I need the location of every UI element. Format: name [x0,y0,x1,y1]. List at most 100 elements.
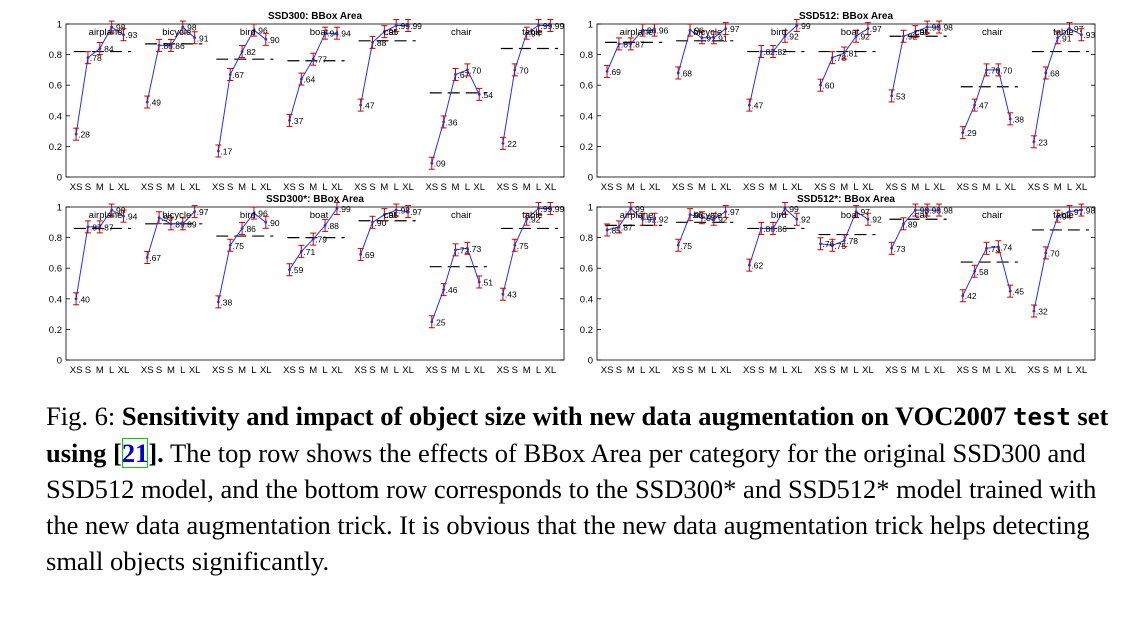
data-point [513,68,517,72]
citation-link[interactable]: 21 [121,438,149,468]
charts-figure: SSD300: BBox Area00.20.40.60.81.28.78.84… [49,11,1096,376]
x-tick-label: L [853,182,858,193]
data-point [394,24,398,27]
data-label: .86 [244,224,256,234]
data-point [724,27,728,30]
x-tick-label: L [1067,182,1072,193]
data-label: .99 [410,21,422,31]
plot-frame [65,206,565,361]
x-tick-label: XS [354,182,367,193]
x-tick-label: XL [862,182,874,193]
x-tick-label: M [1054,365,1062,376]
data-point [548,207,552,210]
data-label: .32 [1036,307,1048,317]
y-tick-label: 0.6 [580,81,593,92]
x-tick-label: M [769,182,777,193]
category-label: bird [240,27,256,38]
x-tick-label: L [322,182,327,193]
data-point [854,34,858,38]
data-point [74,297,78,301]
x-tick-label: XL [1004,365,1016,376]
x-tick-label: M [380,182,388,193]
data-label: .67 [149,253,161,263]
x-tick-label: M [769,365,777,376]
x-tick-label: XS [354,365,367,376]
caption-bold-part3: ]. [148,438,164,468]
x-tick-label: XL [649,365,661,376]
data-point [454,73,457,76]
category-label: boat [310,210,329,221]
data-point [1068,27,1071,30]
data-label: .91 [197,33,209,43]
plot-frame [65,23,565,178]
data-label: .92 [799,215,811,225]
x-tick-label: L [711,365,716,376]
data-label: .75 [680,241,692,251]
data-label: .92 [787,32,799,42]
data-label: .97 [870,24,882,34]
data-label: .51 [481,277,493,287]
category-label: boat [841,210,860,221]
x-tick-label: S [829,182,835,193]
data-point [501,141,505,145]
category-label: table [522,210,543,221]
category-label: airplane [89,27,123,38]
data-point [819,83,822,87]
data-label: .70 [1048,248,1060,258]
data-point [299,249,303,253]
x-tick-label: S [900,182,906,193]
data-label: .94 [126,212,138,222]
data-point [973,103,977,107]
data-label: .89 [906,219,918,229]
data-point [712,217,716,221]
x-tick-label: S [440,182,446,193]
x-tick-label: M [698,182,706,193]
chart-title: SSD300*: BBox Area [266,194,364,205]
caption-bold-part1: Sensitivity and impact of object size wi… [121,401,1013,431]
data-label: .88 [375,38,387,48]
data-label: .47 [977,101,989,111]
data-label: .70 [469,65,481,75]
data-point [371,220,374,224]
data-point [525,31,529,35]
data-label: .74 [1000,242,1012,252]
data-label: .95 [917,27,929,37]
x-tick-label: M [309,365,317,376]
data-label: .82 [775,47,787,57]
y-tick-label: 0.2 [49,142,62,153]
data-label: .92 [906,32,918,42]
data-label: .97 [728,24,740,34]
y-tick-label: 1 [588,203,593,214]
data-point [641,28,645,32]
category-label: table [1053,27,1074,38]
data-point [913,208,917,212]
data-point [830,243,834,247]
x-tick-label: XS [1028,182,1041,193]
category-label: cat [384,27,397,38]
x-tick-label: S [1043,182,1049,193]
x-tick-label: XS [743,365,756,376]
figure-caption: Fig. 6: Sensitivity and impact of object… [46,398,1116,579]
data-point [371,40,374,44]
data-point [465,68,469,72]
data-point [866,27,870,30]
data-point [913,30,917,34]
chart-panel-2: SSD512: BBox Area 0 0.2 0.4 0.6 0.8 1 .69 .87.87… [580,11,1096,193]
data-label: .88 [327,221,339,231]
data-label: .82 [244,47,256,57]
data-label: .70 [517,65,529,75]
x-tick-label: M [167,182,175,193]
data-point [430,161,434,165]
category-label: cat [915,210,928,221]
data-label: .42 [965,291,977,301]
y-tick-label: 0.4 [49,294,62,305]
y-tick-label: 1 [588,20,593,31]
data-point [299,77,303,81]
data-label: .94 [327,29,339,39]
x-tick-label: XL [720,365,732,376]
data-point [228,73,232,76]
data-point [359,253,363,256]
x-tick-label: S [298,182,304,193]
x-tick-label: XL [118,182,130,193]
data-point [712,36,716,40]
